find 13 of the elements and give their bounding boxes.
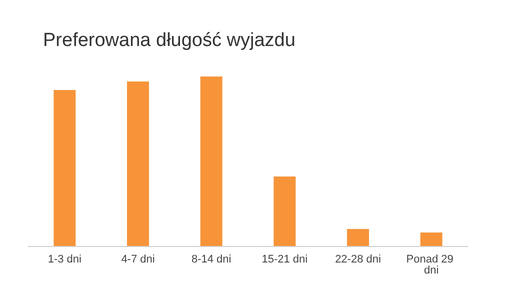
bar (200, 76, 222, 246)
bar (274, 176, 296, 246)
x-tick-label: 1-3 dni (48, 254, 82, 266)
x-tick-label: 22-28 dni (335, 254, 381, 266)
bar (420, 232, 442, 246)
x-tick-label: Ponad 29 dni (406, 254, 456, 276)
bar (127, 82, 149, 246)
chart-title: Preferowana długość wyjazdu (43, 30, 296, 51)
x-tick-label: 15-21 dni (262, 254, 308, 266)
bar (347, 229, 369, 246)
bar (54, 90, 76, 246)
x-tick-label: 4-7 dni (121, 254, 155, 266)
x-tick-label: 8-14 dni (191, 254, 232, 266)
